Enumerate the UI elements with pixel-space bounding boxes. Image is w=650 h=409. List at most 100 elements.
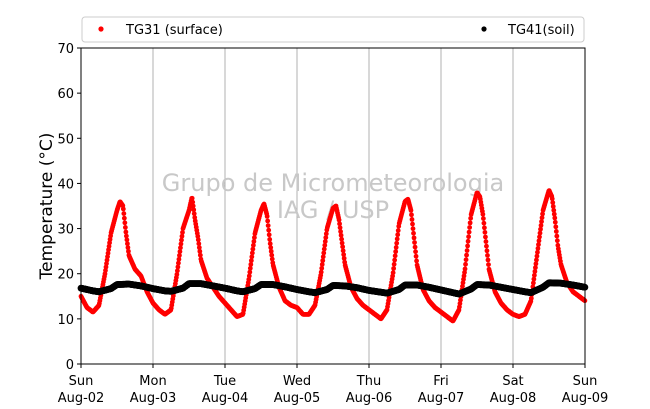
data-point [268, 245, 274, 250]
data-point [197, 248, 203, 254]
y-tick-label: 0 [66, 358, 74, 373]
data-point [120, 206, 126, 212]
data-point [392, 257, 398, 263]
x-tick-label-date: Aug-08 [490, 391, 537, 406]
x-tick-label-date: Aug-06 [346, 391, 393, 406]
vertical-gridlines [152, 48, 514, 364]
x-tick-label-day: Tue [213, 374, 236, 389]
y-tick-label: 60 [57, 87, 74, 102]
y-tick-label: 20 [57, 268, 74, 283]
data-point [122, 220, 128, 226]
data-point [468, 215, 474, 221]
series-surface-points [78, 188, 588, 324]
data-point [549, 196, 555, 202]
data-point [248, 262, 254, 267]
data-point [189, 195, 195, 201]
data-point [463, 261, 468, 267]
data-point [536, 242, 541, 248]
data-point [554, 238, 560, 244]
data-point [539, 219, 544, 224]
data-point [122, 225, 128, 230]
data-point [533, 261, 539, 267]
data-point [537, 230, 543, 236]
data-point [267, 237, 273, 242]
data-point [246, 273, 252, 279]
data-point [550, 200, 556, 206]
data-point [125, 241, 130, 247]
data-point [480, 211, 486, 217]
data-point [535, 246, 541, 251]
data-point [179, 233, 185, 239]
data-point [391, 261, 397, 267]
data-point [550, 204, 556, 209]
data-point [393, 249, 399, 255]
data-point [250, 242, 256, 248]
data-point [394, 236, 400, 242]
data-point [249, 250, 255, 256]
data-point [264, 213, 270, 219]
data-point [196, 241, 202, 247]
data-point [265, 218, 271, 224]
data-point [533, 265, 538, 271]
y-tick-label: 40 [57, 177, 74, 192]
data-point [391, 266, 397, 271]
y-axis: 0 10 20 30 40 50 60 70 [57, 42, 81, 373]
data-point [486, 262, 491, 267]
y-tick-label: 50 [57, 132, 74, 147]
x-tick-label-day: Mon [139, 374, 166, 389]
data-point [123, 233, 129, 239]
data-point [552, 215, 558, 221]
data-point [466, 229, 472, 235]
data-point [408, 208, 414, 213]
data-point [336, 217, 342, 223]
data-point [319, 265, 325, 271]
data-point [267, 241, 273, 247]
y-tick-label: 30 [57, 223, 74, 238]
data-point [320, 254, 326, 260]
data-point [190, 203, 196, 209]
data-point [412, 240, 417, 245]
data-point [250, 246, 256, 252]
data-point [484, 248, 490, 254]
data-point [180, 230, 185, 235]
data-point [341, 252, 347, 257]
data-point [531, 276, 537, 282]
data-point [322, 239, 328, 244]
data-point [197, 252, 203, 258]
data-point [552, 219, 558, 225]
data-point [338, 229, 343, 234]
data-point [538, 226, 543, 232]
data-point [266, 232, 272, 238]
data-point [537, 234, 542, 240]
data-point [411, 230, 416, 236]
data-point [414, 258, 419, 264]
legend-marker-soil [481, 26, 487, 32]
data-point [176, 256, 182, 262]
data-point [178, 245, 183, 251]
data-point [555, 242, 561, 248]
x-tick-label-date: Aug-09 [562, 391, 609, 406]
data-point [540, 211, 545, 217]
data-point [412, 244, 418, 250]
data-point [123, 229, 129, 235]
data-point [467, 225, 473, 230]
data-point [269, 252, 275, 258]
data-point [539, 215, 545, 221]
data-point [462, 266, 468, 272]
data-point [124, 237, 130, 243]
x-tick-label-date: Aug-02 [58, 391, 105, 406]
data-point [121, 215, 127, 221]
data-point [480, 216, 486, 221]
data-point [464, 252, 469, 258]
legend: TG31 (surface) TG41(soil) [81, 16, 585, 43]
x-tick-label-day: Thu [356, 374, 381, 389]
data-point [464, 248, 470, 253]
data-point [482, 229, 488, 235]
data-point [269, 256, 275, 262]
data-point [340, 244, 346, 250]
data-point [484, 243, 489, 249]
watermark-line-1: Grupo de Micrometeorologia [162, 169, 504, 197]
data-point [394, 240, 400, 246]
data-point [337, 225, 343, 231]
